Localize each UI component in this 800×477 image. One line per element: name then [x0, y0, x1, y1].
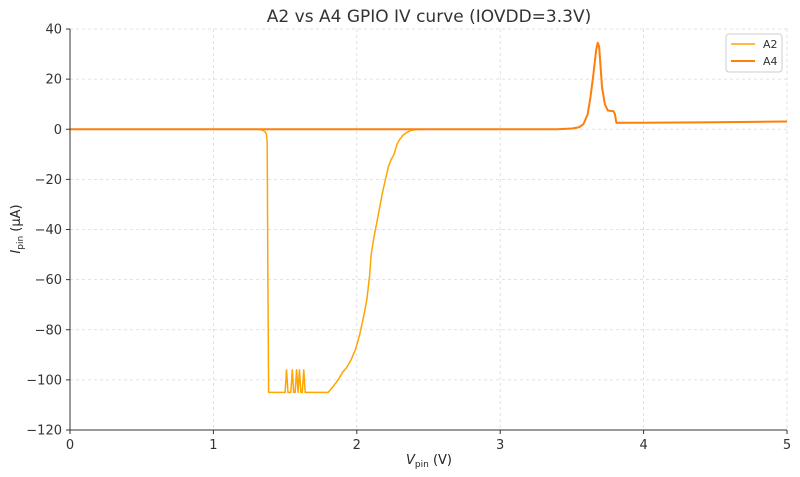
- y-tick-label: −20: [35, 173, 62, 188]
- chart-title: A2 vs A4 GPIO IV curve (IOVDD=3.3V): [267, 7, 591, 27]
- y-tick-label: −100: [26, 373, 62, 388]
- x-tick-label: 3: [496, 438, 504, 453]
- y-tick-label: 20: [45, 73, 62, 88]
- y-tick-label: −120: [26, 424, 62, 439]
- legend-label-a4: A4: [763, 55, 778, 68]
- x-tick-label: 1: [209, 438, 217, 453]
- axes-frame: [69, 29, 787, 431]
- x-axis-ticks: 0 1 2 3 4 5: [66, 430, 791, 453]
- y-tick-label: 0: [54, 123, 62, 138]
- y-axis-ticks: 40 20 0 −20 −40 −60 −80 −100 −120: [26, 23, 70, 439]
- y-tick-label: 40: [45, 23, 62, 38]
- x-axis-label: Vpin (V): [406, 453, 452, 470]
- y-tick-label: −40: [35, 223, 62, 238]
- y-tick-label: −80: [35, 323, 62, 338]
- grid-lines: [69, 28, 788, 431]
- y-axis-label: Ipin (μA): [9, 204, 26, 253]
- y-tick-label: −60: [35, 273, 62, 288]
- legend: A2 A4: [725, 33, 783, 73]
- series-line-a4: [70, 41, 788, 131]
- legend-label-a2: A2: [763, 38, 778, 51]
- x-tick-label: 2: [353, 438, 361, 453]
- series-line-a2: [70, 43, 788, 394]
- x-tick-label: 5: [783, 438, 791, 453]
- plot-series: [70, 41, 788, 394]
- x-tick-label: 0: [66, 438, 74, 453]
- x-tick-label: 4: [639, 438, 647, 453]
